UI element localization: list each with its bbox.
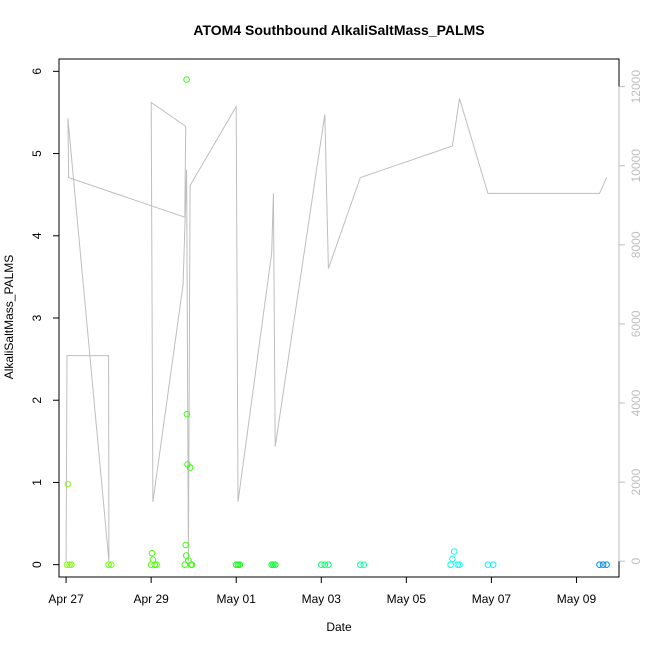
scatter-point — [447, 561, 454, 569]
scatter-point — [148, 549, 156, 557]
y-tick-label-group: 1 — [30, 479, 44, 486]
y-tick-label: 5 — [30, 150, 44, 157]
y-tick-label-group: 5 — [30, 150, 44, 157]
scatter-point — [599, 561, 607, 569]
y-tick-label-group: 4 — [30, 232, 44, 239]
y2-tick-label-group: 2000 — [629, 468, 643, 495]
scatter-point — [183, 410, 191, 418]
x-tick-label: May 01 — [217, 592, 257, 606]
x-tick-label: Apr 29 — [133, 592, 169, 606]
scatter-point — [182, 541, 189, 549]
y-tick-label: 4 — [30, 232, 44, 239]
scatter-point — [450, 548, 458, 555]
scatter-point — [64, 480, 72, 488]
scatter-point — [108, 561, 115, 569]
x-tick-label: May 07 — [472, 592, 512, 606]
line-series-path — [65, 98, 608, 562]
y-tick-label: 1 — [30, 479, 44, 486]
scatter-point — [454, 561, 462, 569]
scatter-point — [325, 561, 332, 569]
x-axis-label: Date — [326, 620, 352, 634]
scatter-point — [270, 561, 277, 569]
y2-tick-label-group: 8000 — [629, 231, 643, 258]
scatter-point — [188, 561, 196, 569]
y2-tick-label-group: 10000 — [629, 149, 643, 183]
y-tick-label: 3 — [30, 314, 44, 321]
y-tick-label-group: 3 — [30, 314, 44, 321]
y2-tick-label-group: 0 — [629, 558, 643, 565]
y-tick-label-group: 6 — [30, 68, 44, 75]
scatter-point — [360, 561, 368, 569]
y-tick-label-group: 0 — [30, 561, 44, 568]
scatter-point — [489, 561, 497, 569]
y2-tick-label-group: 6000 — [629, 310, 643, 337]
scatter-point — [271, 561, 279, 569]
y2-tick-label: 10000 — [629, 149, 643, 183]
y-tick-label: 2 — [30, 397, 44, 404]
scatter-point — [183, 76, 190, 83]
scatter-point — [181, 561, 189, 569]
y2-tick-label: 12000 — [629, 70, 643, 104]
y-axis-label: AlkaliSaltMass_PALMS — [2, 255, 16, 380]
x-axis: Apr 27 Apr 29 May 01 May 03 May 05 May 07 May … — [48, 576, 597, 606]
scatter-point — [232, 561, 240, 569]
y-axis-label-group: AlkaliSaltMass_PALMS — [2, 255, 16, 380]
y-tick-label: 6 — [30, 68, 44, 75]
scatter-point — [449, 555, 456, 563]
y2-tick-label: 4000 — [629, 389, 643, 416]
scatter-point — [236, 561, 244, 569]
scatter-point — [456, 561, 463, 569]
scatter-point — [63, 561, 71, 569]
y2-tick-label: 8000 — [629, 231, 643, 258]
x-tick-label: May 05 — [387, 592, 427, 606]
y-axis-left: 0 1 2 3 4 5 6 — [30, 68, 60, 568]
line-series-layer — [65, 98, 608, 562]
y2-tick-label: 2000 — [629, 468, 643, 495]
x-tick-label: May 09 — [557, 592, 597, 606]
scatter-point — [603, 561, 610, 569]
scatter-point — [357, 561, 364, 569]
y2-tick-label: 6000 — [629, 310, 643, 337]
scatter-point — [318, 561, 325, 569]
scatter-point — [234, 561, 242, 569]
x-tick-label: May 03 — [302, 592, 342, 606]
x-tick-label: Apr 27 — [48, 592, 84, 606]
scatter-point — [321, 561, 329, 569]
y2-tick-label-group: 12000 — [629, 70, 643, 104]
scatter-point — [66, 561, 73, 569]
scatter-point — [186, 464, 194, 471]
y2-tick-label: 0 — [629, 558, 643, 565]
scatter-point — [151, 561, 158, 569]
scatter-point — [68, 561, 75, 569]
y-tick-label: 0 — [30, 561, 44, 568]
y2-tick-label-group: 4000 — [629, 389, 643, 416]
scatter-point — [153, 561, 160, 569]
scatter-point — [105, 561, 112, 569]
scatter-series-layer — [63, 76, 610, 569]
scatter-point — [596, 561, 603, 569]
chart-title: ATOM4 Southbound AlkaliSaltMass_PALMS — [193, 22, 484, 38]
y-tick-label-group: 2 — [30, 397, 44, 404]
y-axis-right: 0 2000 4000 6000 8000 10000 12000 — [618, 70, 643, 565]
